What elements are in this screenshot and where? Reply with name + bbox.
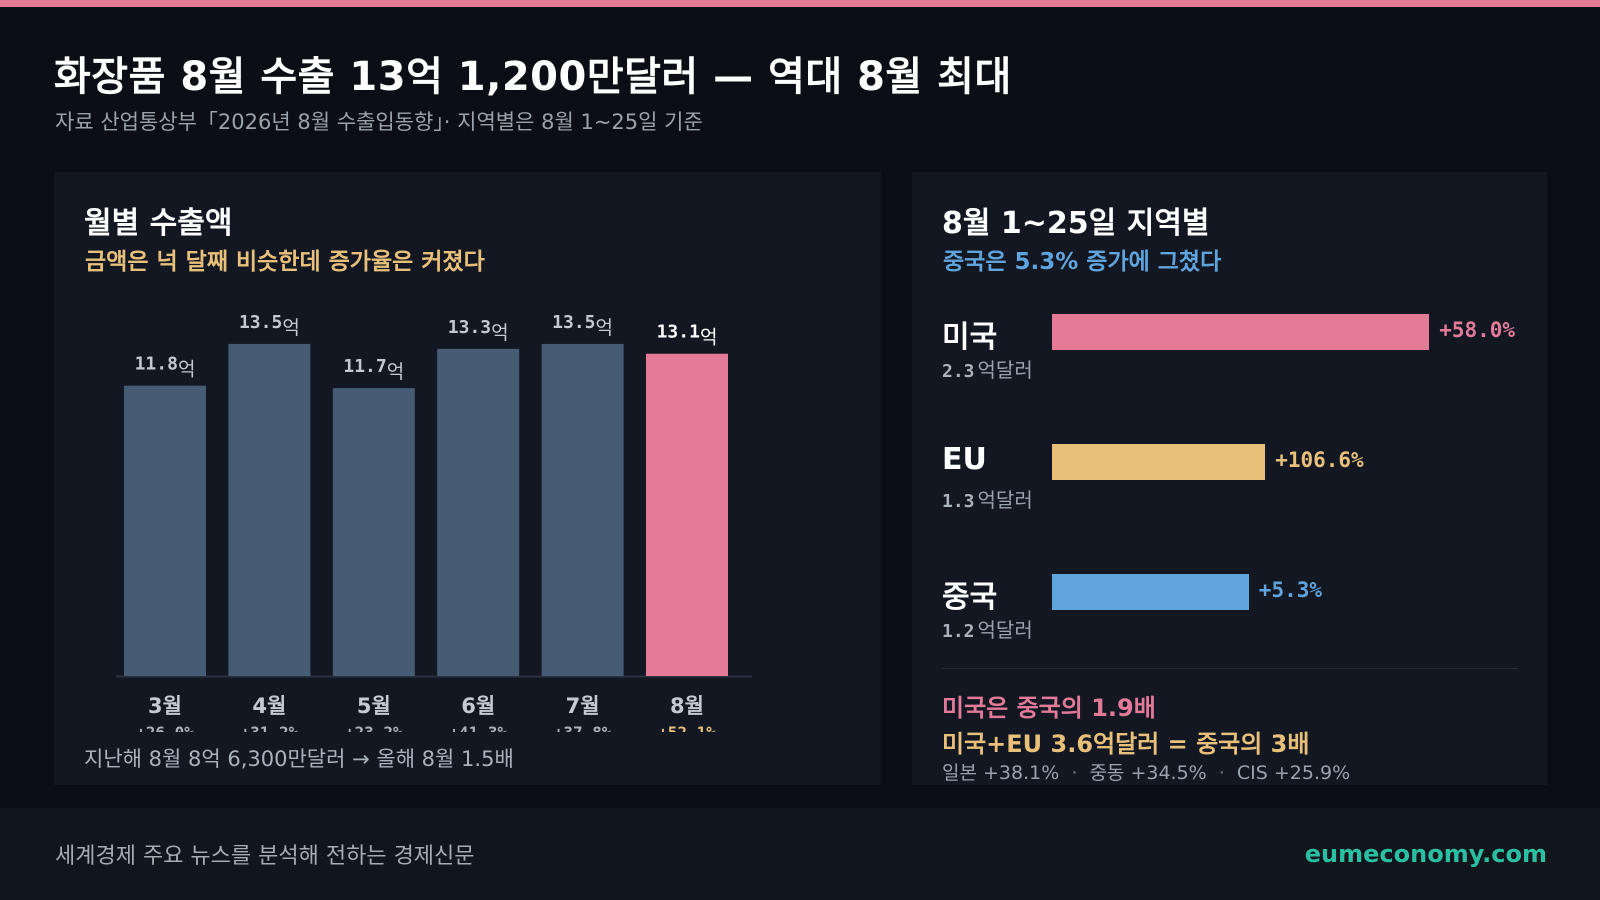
region-name-label: 중국	[942, 580, 998, 615]
minor-region-label: 일본	[942, 762, 977, 784]
regional-chart-title: 8월 1~25일 지역별	[942, 206, 1210, 241]
other-regions-line: 일본 +38.1% · 중동 +34.5% · CIS +25.9%	[942, 758, 1350, 785]
summary-us-eu-vs-china: 미국+EU 3.6억달러 = 중국의 3배	[942, 730, 1310, 758]
x-tick-label: 3월	[148, 694, 182, 718]
minor-region-value: +34.5%	[1130, 762, 1207, 784]
growth-rate-label: +52.1%	[658, 723, 716, 732]
bar-6월	[437, 348, 520, 676]
region-bar	[1052, 314, 1430, 350]
bar-7월	[541, 343, 624, 676]
regional-chart-subtitle: 중국은 5.3% 증가에 그쳤다	[943, 249, 1222, 275]
growth-rate-label: +23.2%	[345, 723, 403, 732]
region-growth-label: +58.0%	[1439, 318, 1516, 342]
page-title: 화장품 8월 수출 13억 1,200만달러 — 역대 8월 최대	[54, 54, 1012, 100]
x-tick-label: 5월	[357, 694, 391, 718]
bar-value-label: 13.3억	[448, 317, 509, 344]
footer-tagline: 세계경제 주요 뉴스를 분석해 전하는 경제신문	[55, 844, 475, 869]
page-subtitle: 자료 산업통상부「2026년 8월 수출입동향」· 지역별은 8월 1~25일 …	[55, 110, 703, 134]
monthly-chart-subtitle: 금액은 넉 달째 비슷한데 증가율은 커졌다	[85, 249, 485, 275]
region-amount-label: 1.3 억달러	[942, 488, 1033, 512]
bar-3월	[124, 385, 206, 676]
bar-value-label: 13.5억	[552, 312, 613, 339]
monthly-bar-chart: 11.8억 3월 +26.0% 13.5억 4월 +31.2% 11.7억 5월 +23.2% 1…	[116, 312, 752, 732]
x-tick-label: 6월	[461, 694, 495, 718]
growth-rate-label: +41.3%	[449, 723, 507, 732]
bar-8월	[646, 353, 728, 676]
monthly-chart-title: 월별 수출액	[84, 206, 233, 241]
separator-dot: ·	[1071, 762, 1078, 784]
region-amount-label: 2.3 억달러	[942, 358, 1033, 382]
footer: 세계경제 주요 뉴스를 분석해 전하는 경제신문 eumeconomy.com	[0, 808, 1600, 900]
bar-value-label: 13.5억	[239, 312, 300, 339]
summary-us-vs-china: 미국은 중국의 1.9배	[942, 694, 1156, 722]
monthly-chart-note: 지난해 8월 8억 6,300만달러 → 올해 8월 1.5배	[84, 747, 514, 771]
bar-value-label: 11.8억	[135, 354, 196, 381]
bar-value-label: 11.7억	[343, 356, 404, 383]
region-growth-label: +106.6%	[1275, 448, 1364, 472]
growth-rate-label: +31.2%	[241, 723, 299, 732]
top-accent-bar	[0, 0, 1600, 7]
region-name-label: 미국	[942, 320, 998, 355]
minor-region-value: +25.9%	[1273, 762, 1351, 784]
x-tick-label: 7월	[566, 694, 600, 718]
region-name-label: EU	[942, 442, 987, 477]
separator-dot: ·	[1218, 762, 1225, 784]
minor-region-label: 중동	[1089, 762, 1125, 784]
summary-divider	[942, 668, 1518, 669]
x-tick-label: 4월	[252, 694, 286, 718]
footer-site-link[interactable]: eumeconomy.com	[1304, 840, 1547, 868]
regional-export-panel: 8월 1~25일 지역별 중국은 5.3% 증가에 그쳤다 미국 2.3 억달러 +5…	[912, 172, 1547, 785]
bar-5월	[332, 388, 415, 676]
monthly-export-panel: 월별 수출액 금액은 넉 달째 비슷한데 증가율은 커졌다 11.8억 3월 +26…	[54, 172, 881, 785]
x-tick-label: 8월	[670, 694, 704, 718]
growth-rate-label: +37.8%	[554, 723, 612, 732]
bar-4월	[228, 343, 311, 676]
region-amount-label: 1.2 억달러	[942, 618, 1033, 642]
growth-rate-label: +26.0%	[136, 723, 194, 732]
bar-value-label: 13.1억	[657, 322, 718, 349]
minor-region-label: CIS	[1236, 762, 1268, 784]
region-bar	[1052, 444, 1266, 480]
region-growth-label: +5.3%	[1258, 578, 1323, 602]
region-bar	[1052, 574, 1249, 610]
minor-region-value: +38.1%	[983, 762, 1060, 784]
